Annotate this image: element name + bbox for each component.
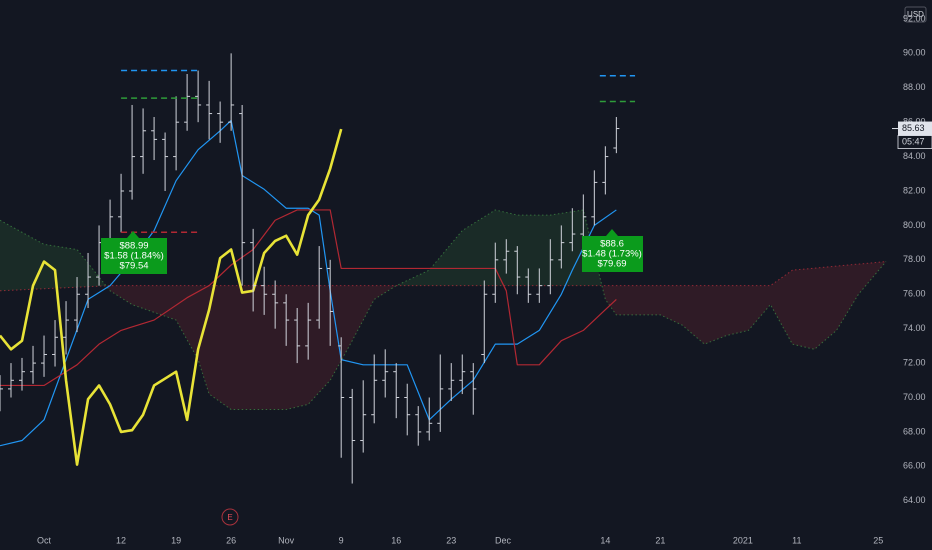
y-tick-label: 76.00 [903,289,926,299]
x-tick-label: 14 [600,535,610,545]
line-layer [0,119,617,466]
y-tick-label: 90.00 [903,48,926,58]
earnings-label[interactable]: E [227,513,232,522]
y-tick-label: 84.00 [903,151,926,161]
last-price-box [898,121,932,136]
tooltip-box [101,238,167,274]
y-tick-label: 66.00 [903,461,926,471]
tooltip: $88.99 $1.58 (1.84%) $79.54 [101,231,167,274]
tooltip-text: $88.6 [600,239,624,250]
tooltip: $88.6 $1.48 (1.73%) $79.69 [582,229,643,272]
x-tick-label: 25 [873,535,883,545]
tooltip-text: $79.69 [597,259,626,270]
tooltip-text: $1.48 (1.73%) [582,249,642,260]
y-tick-label: 92.00 [903,13,926,23]
currency-box[interactable] [904,6,927,23]
cloud-span-b [0,261,887,292]
tooltip-box [582,236,643,272]
bar-layer [0,53,620,484]
y-tick-label: 88.00 [903,82,926,92]
x-tick-label: Oct [37,535,52,545]
x-tick-label: 21 [655,535,665,545]
y-tick-label: 70.00 [903,392,926,402]
y-tick-label: 72.00 [903,357,926,367]
tooltip-text: $79.54 [119,261,148,272]
x-tick-label: 23 [446,535,456,545]
tooltip-text: $1.58 (1.84%) [104,251,164,262]
x-tick-label: 2021 [733,535,753,545]
y-tick-label: 80.00 [903,220,926,230]
cloud-fill [602,261,886,350]
indicator-line [0,119,617,447]
countdown-box [897,135,932,149]
cloud-layer [0,209,887,411]
tooltip-tail [606,229,618,236]
y-tick-label: 64.00 [903,495,926,505]
x-tick-label: 9 [339,535,344,545]
x-tick-label: 16 [391,535,401,545]
indicator-line [0,209,617,387]
earnings-circle[interactable] [221,508,239,526]
tooltip-tail [127,231,139,238]
last-price-label: 85.63 [902,123,925,133]
x-tick-label: 19 [171,535,181,545]
x-tick-label: Dec [495,535,512,545]
x-tick-label: 26 [226,535,236,545]
earnings-marker[interactable]: E [221,508,239,526]
y-tick-label: 82.00 [903,185,926,195]
x-tick-label: 11 [792,535,801,545]
countdown-label: 05:47 [902,136,925,146]
currency-label[interactable]: USD [907,10,924,19]
cloud-span-a [0,209,887,411]
y-tick-label: 68.00 [903,426,926,436]
cloud-fill [107,285,397,410]
cloud-fill [0,220,108,291]
y-tick-label: 74.00 [903,323,926,333]
x-tick-label: Nov [278,535,295,545]
x-tick-label: 12 [116,535,126,545]
tooltip-text: $88.99 [119,241,148,252]
indicator-line [0,128,343,466]
y-tick-label: 78.00 [903,254,926,264]
